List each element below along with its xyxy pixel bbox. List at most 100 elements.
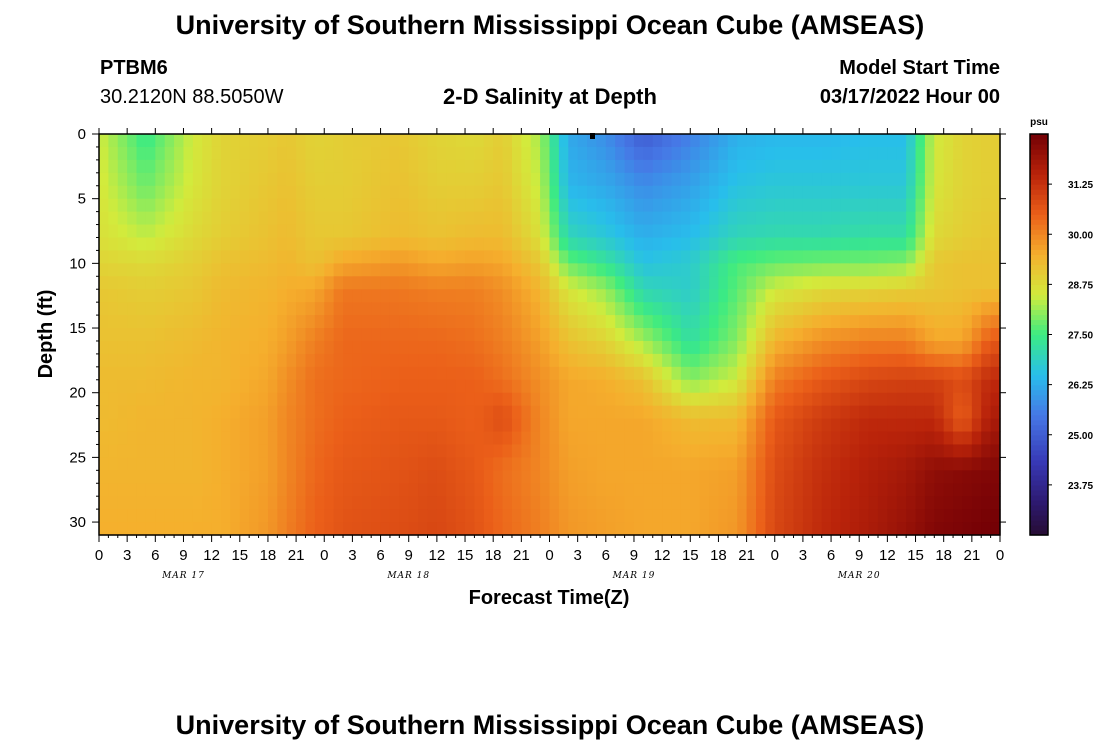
heatmap-cell xyxy=(615,431,626,446)
heatmap-cell xyxy=(361,198,372,213)
heatmap-cell xyxy=(108,159,119,174)
heatmap-cell xyxy=(333,134,344,148)
heatmap-cell xyxy=(221,328,231,342)
heatmap-cell xyxy=(633,496,644,510)
heatmap-cell xyxy=(540,431,551,446)
heatmap-cell xyxy=(671,483,682,497)
heatmap-cell xyxy=(164,431,175,446)
heatmap-cell xyxy=(286,224,297,239)
heatmap-cell xyxy=(690,237,701,252)
heatmap-cell xyxy=(465,185,476,200)
heatmap-cell xyxy=(530,379,541,394)
heatmap-cell xyxy=(99,302,109,316)
heatmap-cell xyxy=(981,418,992,433)
heatmap-cell xyxy=(755,353,766,368)
heatmap-cell xyxy=(774,457,785,471)
heatmap-cell xyxy=(671,392,682,407)
heatmap-cell xyxy=(821,289,832,303)
heatmap-cell xyxy=(934,483,945,497)
heatmap-cell xyxy=(831,263,842,277)
heatmap-cell xyxy=(605,250,616,264)
heatmap-cell xyxy=(502,185,513,200)
heatmap-cell xyxy=(408,483,419,497)
heatmap-cell xyxy=(624,134,635,148)
heatmap-cell xyxy=(690,134,701,148)
heatmap-cell xyxy=(615,250,626,264)
heatmap-cell xyxy=(690,405,701,420)
heatmap-cell xyxy=(784,302,795,316)
heatmap-cell xyxy=(155,237,166,252)
heatmap-cell xyxy=(192,250,203,264)
heatmap-cell xyxy=(399,522,410,536)
colorbar-segment xyxy=(1030,379,1048,386)
colorbar-segment xyxy=(1030,384,1048,391)
heatmap-cell xyxy=(389,392,400,407)
heatmap-cell xyxy=(990,340,1001,355)
heatmap-cell xyxy=(324,496,335,510)
heatmap-cell xyxy=(737,198,748,213)
colorbar-segment xyxy=(1030,294,1048,301)
heatmap-cell xyxy=(943,328,954,342)
heatmap-cell xyxy=(709,276,720,290)
heatmap-cell xyxy=(108,224,119,239)
heatmap-cell xyxy=(896,211,907,226)
heatmap-cell xyxy=(802,470,813,484)
heatmap-cell xyxy=(155,263,166,277)
heatmap-cell xyxy=(117,276,128,290)
heatmap-cell xyxy=(380,509,391,523)
heatmap-cell xyxy=(314,431,325,446)
heatmap-cell xyxy=(408,315,419,329)
heatmap-cell xyxy=(540,457,551,471)
heatmap-cell xyxy=(249,250,260,264)
heatmap-cell xyxy=(859,289,870,303)
heatmap-cell xyxy=(812,496,823,510)
heatmap-cell xyxy=(765,276,776,290)
heatmap-cell xyxy=(915,289,926,303)
date-label: MAR 18 xyxy=(386,571,430,581)
heatmap-cell xyxy=(821,263,832,277)
heatmap-cell xyxy=(887,237,898,252)
heatmap-cell xyxy=(718,289,729,303)
heatmap-cell xyxy=(587,302,598,316)
heatmap-cell xyxy=(136,276,147,290)
heatmap-cell xyxy=(868,315,879,329)
heatmap-cell xyxy=(258,431,269,446)
heatmap-cell xyxy=(249,211,260,226)
heatmap-cell xyxy=(699,185,710,200)
heatmap-cell xyxy=(934,134,945,148)
heatmap-cell xyxy=(465,392,476,407)
heatmap-cell xyxy=(981,405,992,420)
heatmap-cell xyxy=(699,431,710,446)
heatmap-cell xyxy=(549,431,560,446)
heatmap-cell xyxy=(784,276,795,290)
heatmap-cell xyxy=(680,263,691,277)
heatmap-cell xyxy=(286,483,297,497)
heatmap-cell xyxy=(183,237,194,252)
heatmap-cell xyxy=(408,509,419,523)
heatmap-cell xyxy=(483,366,494,381)
heatmap-cell xyxy=(755,444,766,458)
heatmap-cell xyxy=(596,470,607,484)
heatmap-cell xyxy=(239,522,250,536)
heatmap-cell xyxy=(924,198,935,213)
x-tick-label: 0 xyxy=(996,547,1004,564)
heatmap-cell xyxy=(577,444,588,458)
heatmap-cell xyxy=(924,405,935,420)
heatmap-cell xyxy=(136,211,147,226)
heatmap-cell xyxy=(314,444,325,458)
heatmap-cell xyxy=(99,366,109,381)
heatmap-cell xyxy=(690,496,701,510)
heatmap-cell xyxy=(502,444,513,458)
heatmap-cell xyxy=(662,172,673,187)
heatmap-cell xyxy=(887,444,898,458)
heatmap-cell xyxy=(117,237,128,252)
heatmap-cell xyxy=(746,224,757,239)
heatmap-cell xyxy=(117,470,128,484)
heatmap-cell xyxy=(577,340,588,355)
heatmap-cell xyxy=(502,509,513,523)
heatmap-cell xyxy=(868,159,879,174)
heatmap-cell xyxy=(924,302,935,316)
heatmap-cell xyxy=(127,470,138,484)
x-tick-label: 18 xyxy=(710,547,727,564)
heatmap-cell xyxy=(239,470,250,484)
